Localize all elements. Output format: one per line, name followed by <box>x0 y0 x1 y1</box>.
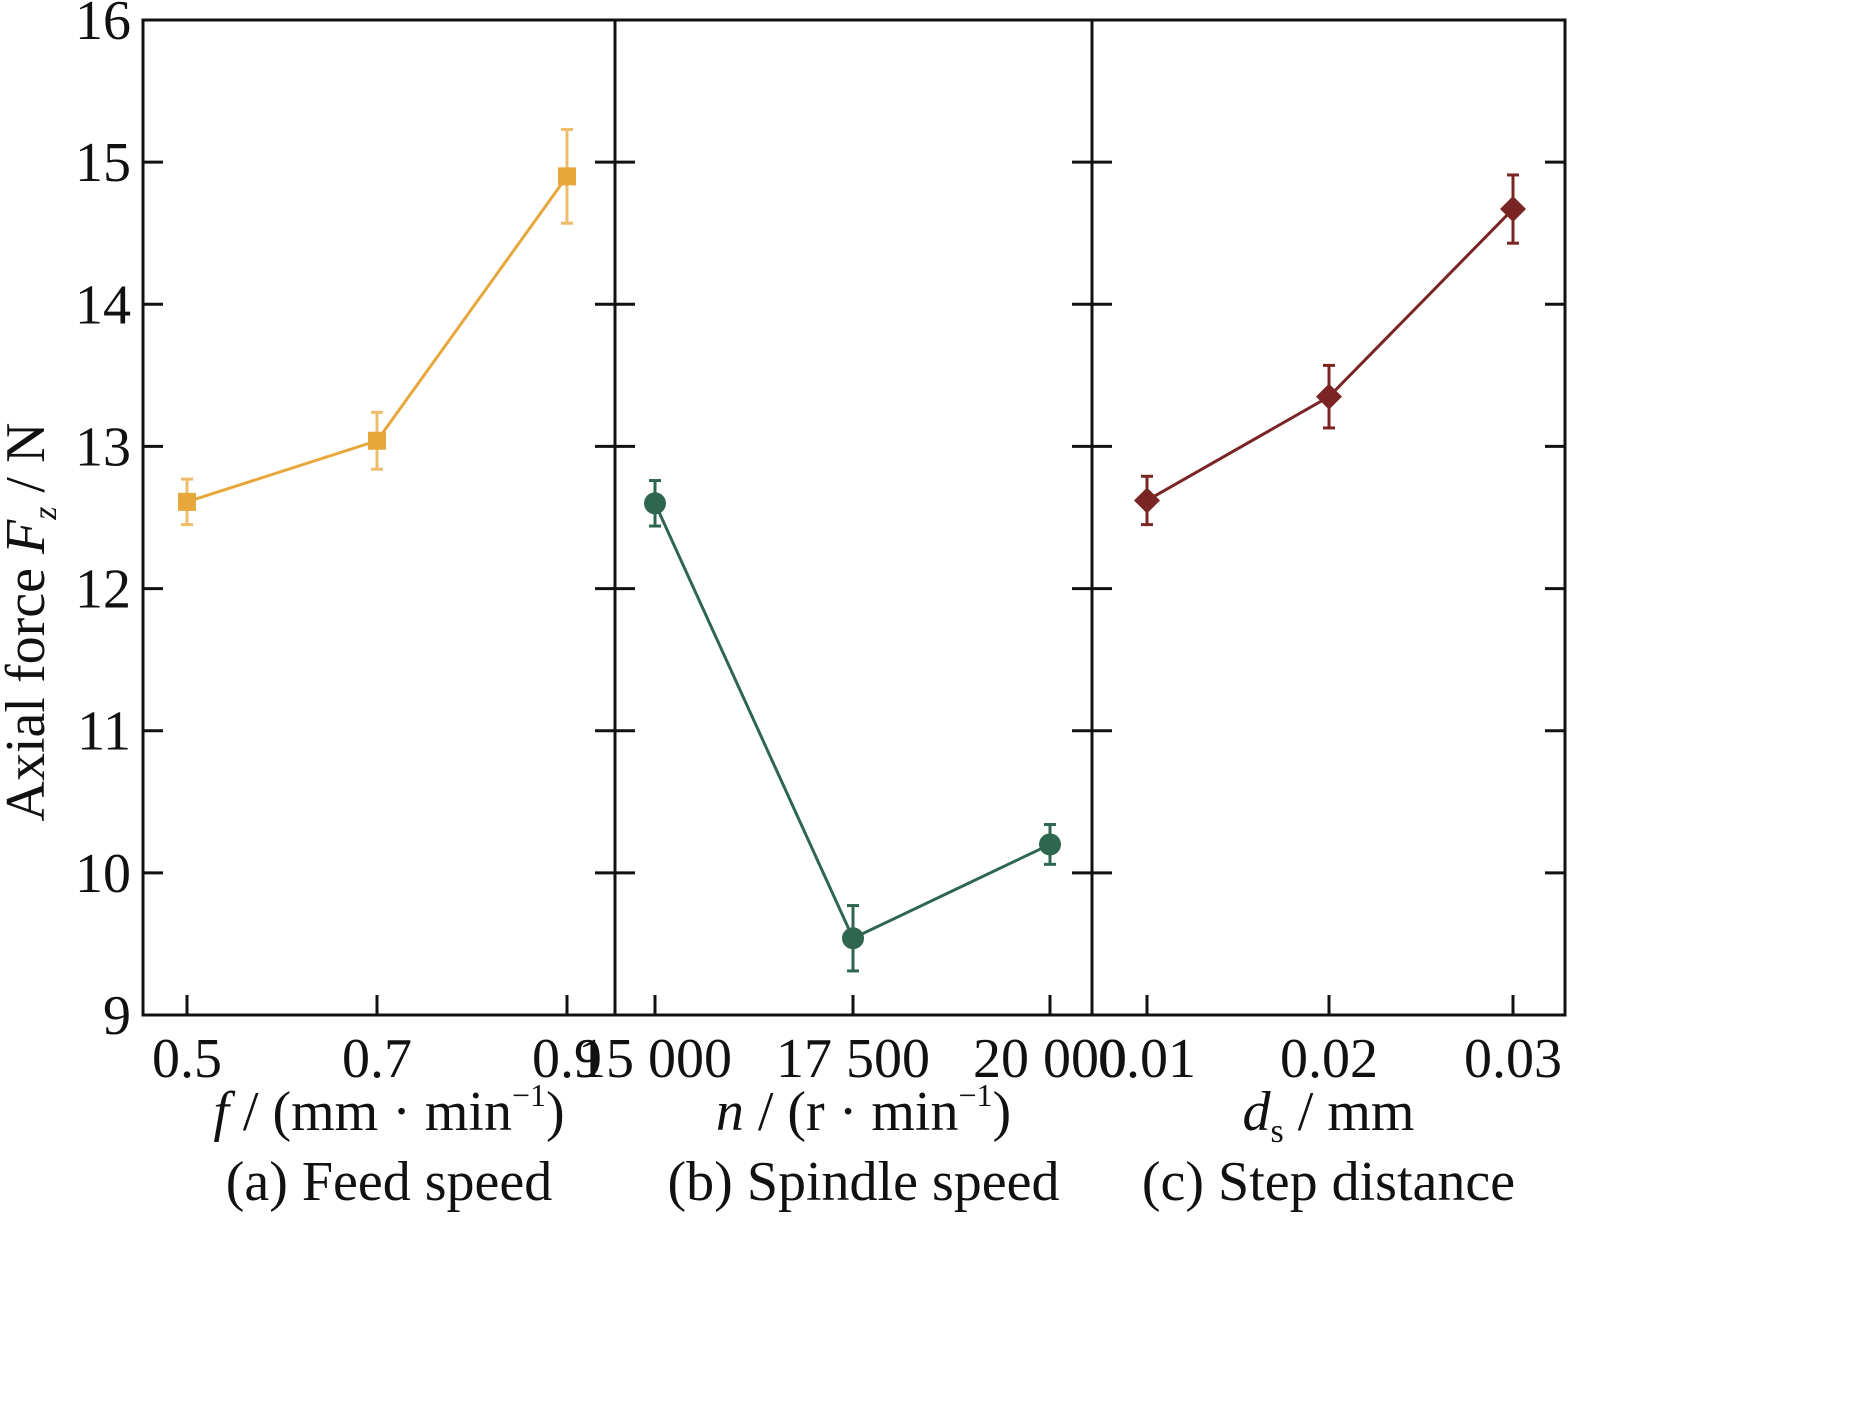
y-tick-label: 14 <box>75 274 131 336</box>
y-axis-title-var: F <box>0 519 57 555</box>
x-tick-label: 17 500 <box>776 1028 930 1090</box>
x-tick-label: 15 000 <box>578 1028 732 1090</box>
x-tick-label: 20 000 <box>973 1028 1127 1090</box>
panel-caption: (a) Feed speed <box>226 1151 553 1213</box>
series-line <box>653 502 1051 941</box>
panel-frame <box>141 18 617 1017</box>
x-tick-label: 0.02 <box>1280 1028 1378 1090</box>
data-point <box>1316 383 1342 410</box>
x-tick-label: 0.7 <box>342 1028 412 1090</box>
x-tick-label: 0.01 <box>1098 1028 1196 1090</box>
x-axis-sub: s <box>1271 1113 1284 1150</box>
y-tick-label: 16 <box>75 0 131 52</box>
x-axis-var: d <box>1243 1081 1272 1143</box>
data-point <box>644 492 666 515</box>
x-axis-sep: / <box>744 1081 788 1143</box>
x-axis-var: n <box>716 1081 744 1143</box>
y-tick-label: 9 <box>103 985 131 1047</box>
x-axis-unit: (mm · min <box>272 1081 512 1143</box>
x-axis-sup: −1 <box>512 1077 546 1113</box>
y-tick-label: 12 <box>75 559 131 621</box>
y-axis-title-sub: z <box>27 507 64 521</box>
y-tick-label: 11 <box>77 701 131 763</box>
y-tick-label: 10 <box>75 843 131 905</box>
y-axis-title-unit: / N <box>0 423 57 507</box>
chart-panels: 9 10 11 12 13 14 15 16 0.5 0.7 0.9f / (mm · min−1)… <box>75 0 1567 1213</box>
y-tick-label: 13 <box>75 416 131 478</box>
data-point <box>178 492 196 511</box>
x-axis-unit: (r · min <box>787 1081 958 1143</box>
x-axis-title: ds / mm <box>1243 1081 1415 1150</box>
x-axis-sup: −1 <box>958 1077 992 1113</box>
data-point <box>1500 196 1526 223</box>
panel-caption: (b) Spindle speed <box>668 1151 1060 1213</box>
x-axis-sep: / <box>1284 1081 1328 1143</box>
x-axis-title: f / (mm · min−1) <box>213 1077 564 1143</box>
data-point <box>368 431 386 450</box>
y-tick-label: 15 <box>75 132 131 194</box>
x-tick-label: 0.03 <box>1464 1028 1562 1090</box>
y-axis-title: Axial force Fz / N <box>0 423 64 822</box>
series-line <box>1146 207 1515 502</box>
panel-1: 9 10 11 12 13 14 15 16 0.5 0.7 0.9f / (mm · min−1)… <box>75 0 617 1213</box>
panel-frame <box>613 18 1094 1017</box>
data-point <box>558 167 576 186</box>
data-point <box>1039 833 1061 856</box>
x-axis-title: n / (r · min−1) <box>716 1077 1011 1143</box>
panel-caption: (c) Step distance <box>1142 1151 1515 1213</box>
y-axis-title-main: Axial force <box>0 554 57 821</box>
x-axis-unit: mm <box>1327 1081 1414 1143</box>
data-point <box>1134 487 1160 514</box>
x-axis-close: ) <box>546 1081 565 1143</box>
x-axis-close: ) <box>993 1081 1012 1143</box>
data-point <box>842 927 864 950</box>
x-axis-sep: / <box>229 1081 273 1143</box>
x-tick-label: 0.5 <box>152 1028 222 1090</box>
panel-frame <box>1090 18 1567 1017</box>
x-tick-label: 0.9 <box>532 1028 602 1090</box>
